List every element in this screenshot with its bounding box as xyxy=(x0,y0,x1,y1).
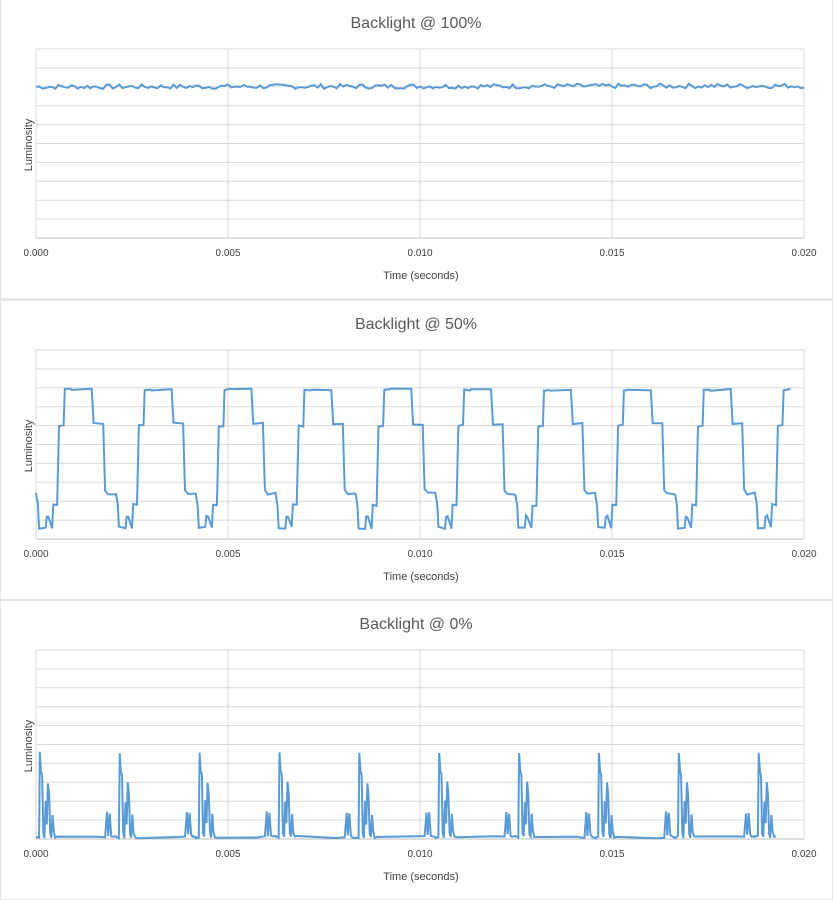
chart-svg-50: Backlight @ 50% 0.000 0.005 0.010 0.015 0.02… xyxy=(23,316,817,583)
x-tick-label: 0.015 xyxy=(599,849,624,860)
x-tick-label: 0.005 xyxy=(215,849,240,860)
x-tick-label: 0.010 xyxy=(407,549,432,560)
chart-svg-100: Backlight @ 100% 0.000 0.005 0.010 0.015 0.0… xyxy=(23,15,817,282)
x-axis-label: Time (seconds) xyxy=(383,571,458,583)
gridlines xyxy=(35,48,805,239)
x-ticks: 0.000 0.005 0.010 0.015 0.020 xyxy=(23,248,816,259)
x-ticks: 0.000 0.005 0.010 0.015 0.020 xyxy=(23,849,816,860)
x-ticks: 0.000 0.005 0.010 0.015 0.020 xyxy=(23,549,816,560)
chart-panel-0: Backlight @ 0% 0.000 0.005 0.010 0.015 0.020… xyxy=(1,601,832,899)
gridlines xyxy=(35,349,805,540)
luminosity-series-line xyxy=(35,751,777,840)
chart-panel-100: Backlight @ 100% 0.000 0.005 0.010 0.015 0.0… xyxy=(1,0,832,298)
x-tick-label: 0.020 xyxy=(791,849,816,860)
x-tick-label: 0.020 xyxy=(791,549,816,560)
x-tick-label: 0.010 xyxy=(407,248,432,259)
luminosity-series-line xyxy=(35,82,805,91)
chart-title: Backlight @ 0% xyxy=(359,616,472,633)
x-tick-label: 0.000 xyxy=(23,549,48,560)
luminosity-series-line xyxy=(35,387,791,531)
chart-svg-0: Backlight @ 0% 0.000 0.005 0.010 0.015 0.020… xyxy=(23,616,817,883)
x-axis-label: Time (seconds) xyxy=(383,270,458,282)
gridlines xyxy=(35,649,805,840)
x-tick-label: 0.005 xyxy=(215,248,240,259)
y-axis-label: Luminosity xyxy=(23,118,35,171)
x-tick-label: 0.015 xyxy=(599,248,624,259)
chart-title: Backlight @ 100% xyxy=(351,15,482,32)
x-axis-label: Time (seconds) xyxy=(383,871,458,883)
chart-panel-50: Backlight @ 50% 0.000 0.005 0.010 0.015 0.02… xyxy=(1,301,832,599)
y-axis-label: Luminosity xyxy=(23,419,35,472)
x-tick-label: 0.010 xyxy=(407,849,432,860)
x-tick-label: 0.020 xyxy=(791,248,816,259)
y-axis-label: Luminosity xyxy=(23,719,35,772)
chart-title: Backlight @ 50% xyxy=(355,316,477,333)
x-tick-label: 0.015 xyxy=(599,549,624,560)
x-tick-label: 0.005 xyxy=(215,549,240,560)
x-tick-label: 0.000 xyxy=(23,248,48,259)
x-tick-label: 0.000 xyxy=(23,849,48,860)
